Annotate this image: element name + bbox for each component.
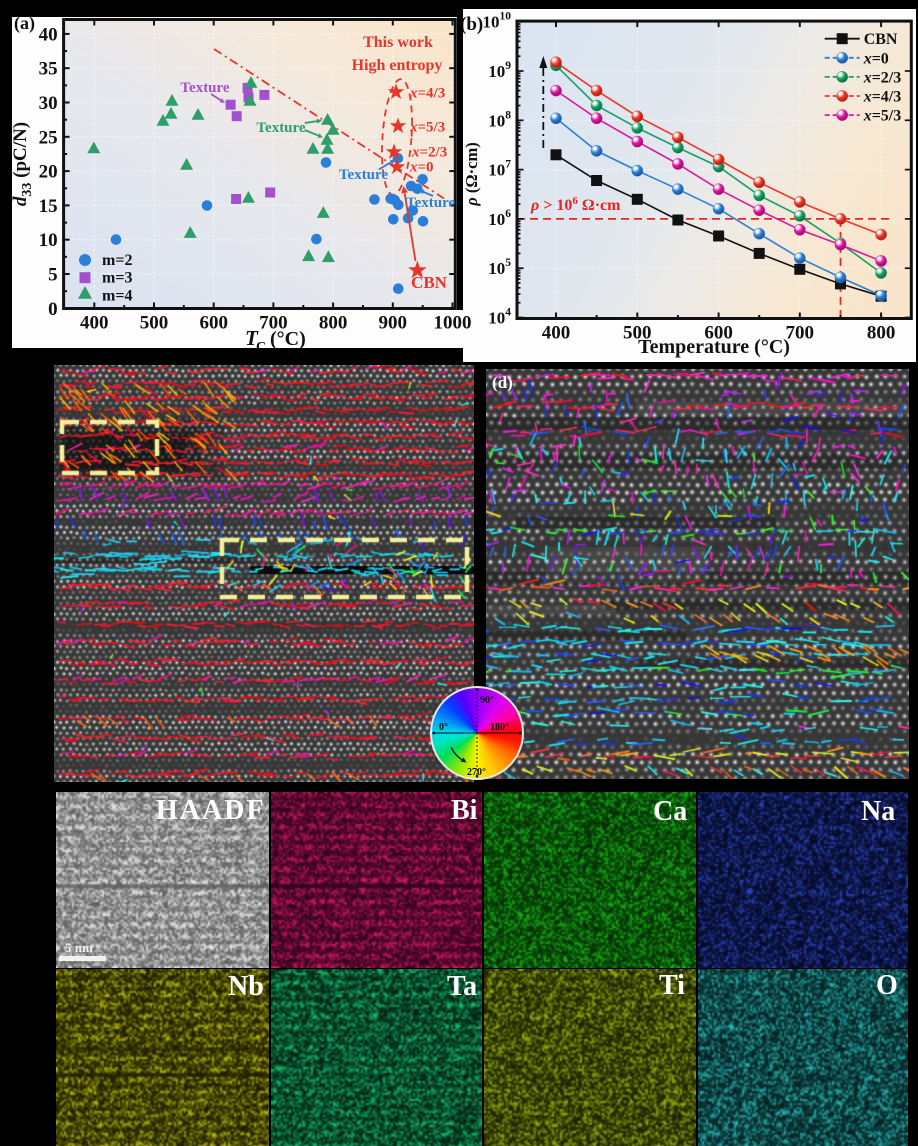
svg-text:108: 108 (488, 109, 511, 130)
svg-text:x=5/3: x=5/3 (409, 120, 445, 136)
svg-text:0°: 0° (439, 722, 448, 733)
svg-text:Texture: Texture (406, 195, 456, 211)
svg-text:This work: This work (363, 34, 433, 51)
svg-text:30: 30 (39, 93, 58, 114)
svg-text:x=5/3: x=5/3 (863, 108, 902, 125)
svg-text:(b): (b) (463, 14, 483, 35)
svg-text:x=0: x=0 (409, 160, 434, 176)
svg-text:105: 105 (488, 257, 511, 278)
svg-text:800: 800 (867, 323, 896, 344)
svg-text:104: 104 (488, 307, 511, 328)
svg-text:x=4/3: x=4/3 (409, 86, 445, 102)
svg-text:180°: 180° (490, 722, 509, 733)
svg-text:35: 35 (39, 59, 58, 80)
svg-text:x=2/3: x=2/3 (863, 69, 902, 86)
svg-text:Texture: Texture (256, 120, 306, 136)
svg-text:x=4/3: x=4/3 (863, 89, 902, 106)
svg-text:Texture: Texture (339, 167, 389, 183)
svg-text:m=2: m=2 (102, 252, 132, 269)
svg-text:CBN: CBN (864, 31, 898, 48)
svg-text:(°C): (°C) (270, 328, 306, 348)
svg-text:107: 107 (488, 159, 511, 180)
svg-text:(a): (a) (14, 17, 35, 34)
svg-text:x=2/3: x=2/3 (411, 145, 447, 161)
svg-text:1000: 1000 (434, 313, 472, 334)
svg-text:600: 600 (704, 323, 733, 344)
svg-text:10: 10 (39, 230, 58, 251)
svg-text:d33 (pC/N): d33 (pC/N) (12, 122, 35, 206)
svg-text:ρ > 106 Ω·cm: ρ > 106 Ω·cm (530, 195, 621, 214)
svg-text:m=3: m=3 (102, 270, 132, 287)
svg-text:700: 700 (259, 313, 288, 334)
svg-text:x=0: x=0 (863, 50, 889, 67)
svg-text:5: 5 (48, 265, 58, 286)
svg-text:40: 40 (39, 24, 58, 45)
svg-text:500: 500 (623, 323, 652, 344)
svg-text:20: 20 (39, 162, 58, 183)
svg-text:0: 0 (48, 299, 58, 320)
svg-text:Texture: Texture (180, 80, 230, 96)
svg-text:600: 600 (199, 313, 228, 334)
svg-text:900: 900 (379, 313, 408, 334)
svg-text:C: C (256, 340, 266, 348)
svg-text:700: 700 (786, 323, 815, 344)
svg-text:1010: 1010 (483, 11, 512, 32)
svg-text:90°: 90° (480, 695, 494, 706)
svg-text:CBN: CBN (411, 273, 448, 292)
svg-text:m=4: m=4 (102, 287, 132, 304)
svg-text:15: 15 (39, 196, 58, 217)
svg-text:400: 400 (542, 323, 571, 344)
svg-text:Temperature (°C): Temperature (°C) (638, 336, 790, 358)
svg-text:ρ (Ω·cm): ρ (Ω·cm) (463, 142, 481, 206)
svg-text:400: 400 (80, 313, 109, 334)
svg-text:800: 800 (319, 313, 348, 334)
svg-text:270°: 270° (467, 767, 486, 778)
svg-text:106: 106 (488, 208, 511, 229)
svg-text:T: T (245, 326, 259, 348)
svg-text:109: 109 (488, 60, 511, 81)
svg-text:High entropy: High entropy (352, 57, 443, 74)
svg-text:500: 500 (140, 313, 169, 334)
svg-text:25: 25 (39, 127, 58, 148)
